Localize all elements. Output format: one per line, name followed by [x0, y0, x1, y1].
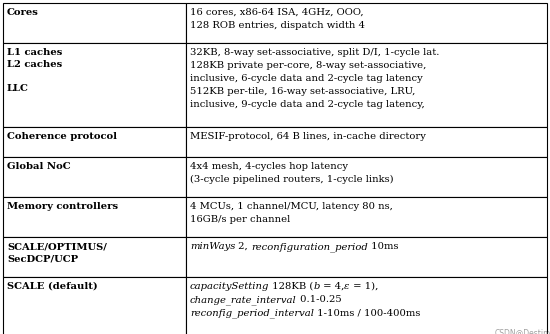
Text: 1-10ms / 100-400ms: 1-10ms / 100-400ms [314, 308, 420, 317]
Bar [186, 277, 547, 334]
Bar [186, 127, 547, 157]
Text: 128KB private per-core, 8-way set-associative,: 128KB private per-core, 8-way set-associ… [190, 61, 426, 70]
Text: 16 cores, x86-64 ISA, 4GHz, OOO,: 16 cores, x86-64 ISA, 4GHz, OOO, [190, 8, 364, 17]
Text: ε: ε [344, 282, 350, 291]
Text: 10ms: 10ms [368, 242, 398, 251]
Text: inclusive, 6-cycle data and 2-cycle tag latency: inclusive, 6-cycle data and 2-cycle tag … [190, 74, 422, 83]
Text: = 1),: = 1), [350, 282, 378, 291]
Text: 32KB, 8-way set-associative, split D/I, 1-cycle lat.: 32KB, 8-way set-associative, split D/I, … [190, 48, 439, 57]
Bar [186, 197, 547, 237]
Bar [3, 43, 186, 127]
Bar [3, 157, 186, 197]
Text: Cores: Cores [7, 8, 39, 17]
Text: 512KB per-tile, 16-way set-associative, LRU,: 512KB per-tile, 16-way set-associative, … [190, 87, 415, 96]
Text: CSDN@Destiny: CSDN@Destiny [495, 329, 550, 334]
Text: change_rate_interval: change_rate_interval [190, 295, 296, 305]
Text: reconfiguration_period: reconfiguration_period [251, 242, 368, 252]
Text: minWays: minWays [190, 242, 235, 251]
Text: 16GB/s per channel: 16GB/s per channel [190, 215, 290, 224]
Bar [3, 237, 186, 277]
Text: = 4,: = 4, [320, 282, 344, 291]
Text: reconfig_period_interval: reconfig_period_interval [190, 308, 314, 318]
Bar [186, 3, 547, 43]
Text: 2,: 2, [235, 242, 251, 251]
Bar [3, 3, 186, 43]
Text: SCALE/OPTIMUS/
SecDCP/UCP: SCALE/OPTIMUS/ SecDCP/UCP [7, 242, 107, 263]
Text: 4 MCUs, 1 channel/MCU, latency 80 ns,: 4 MCUs, 1 channel/MCU, latency 80 ns, [190, 202, 393, 211]
Bar [3, 127, 186, 157]
Text: MESIF-protocol, 64 B lines, in-cache directory: MESIF-protocol, 64 B lines, in-cache dir… [190, 132, 426, 141]
Bar [3, 277, 186, 334]
Text: Memory controllers: Memory controllers [7, 202, 118, 211]
Text: capacitySetting: capacitySetting [190, 282, 270, 291]
Text: inclusive, 9-cycle data and 2-cycle tag latency,: inclusive, 9-cycle data and 2-cycle tag … [190, 100, 425, 109]
Bar [186, 43, 547, 127]
Bar [3, 197, 186, 237]
Bar [186, 157, 547, 197]
Text: Coherence protocol: Coherence protocol [7, 132, 117, 141]
Text: b: b [314, 282, 320, 291]
Text: 4x4 mesh, 4-cycles hop latency: 4x4 mesh, 4-cycles hop latency [190, 162, 348, 171]
Text: L1 caches
L2 caches

LLC: L1 caches L2 caches LLC [7, 48, 62, 94]
Text: Global NoC: Global NoC [7, 162, 70, 171]
Text: 0.1-0.25: 0.1-0.25 [296, 295, 342, 304]
Text: (3-cycle pipelined routers, 1-cycle links): (3-cycle pipelined routers, 1-cycle link… [190, 175, 393, 184]
Bar [186, 237, 547, 277]
Text: SCALE (default): SCALE (default) [7, 282, 98, 291]
Text: 128KB (: 128KB ( [270, 282, 314, 291]
Text: 128 ROB entries, dispatch width 4: 128 ROB entries, dispatch width 4 [190, 21, 365, 30]
